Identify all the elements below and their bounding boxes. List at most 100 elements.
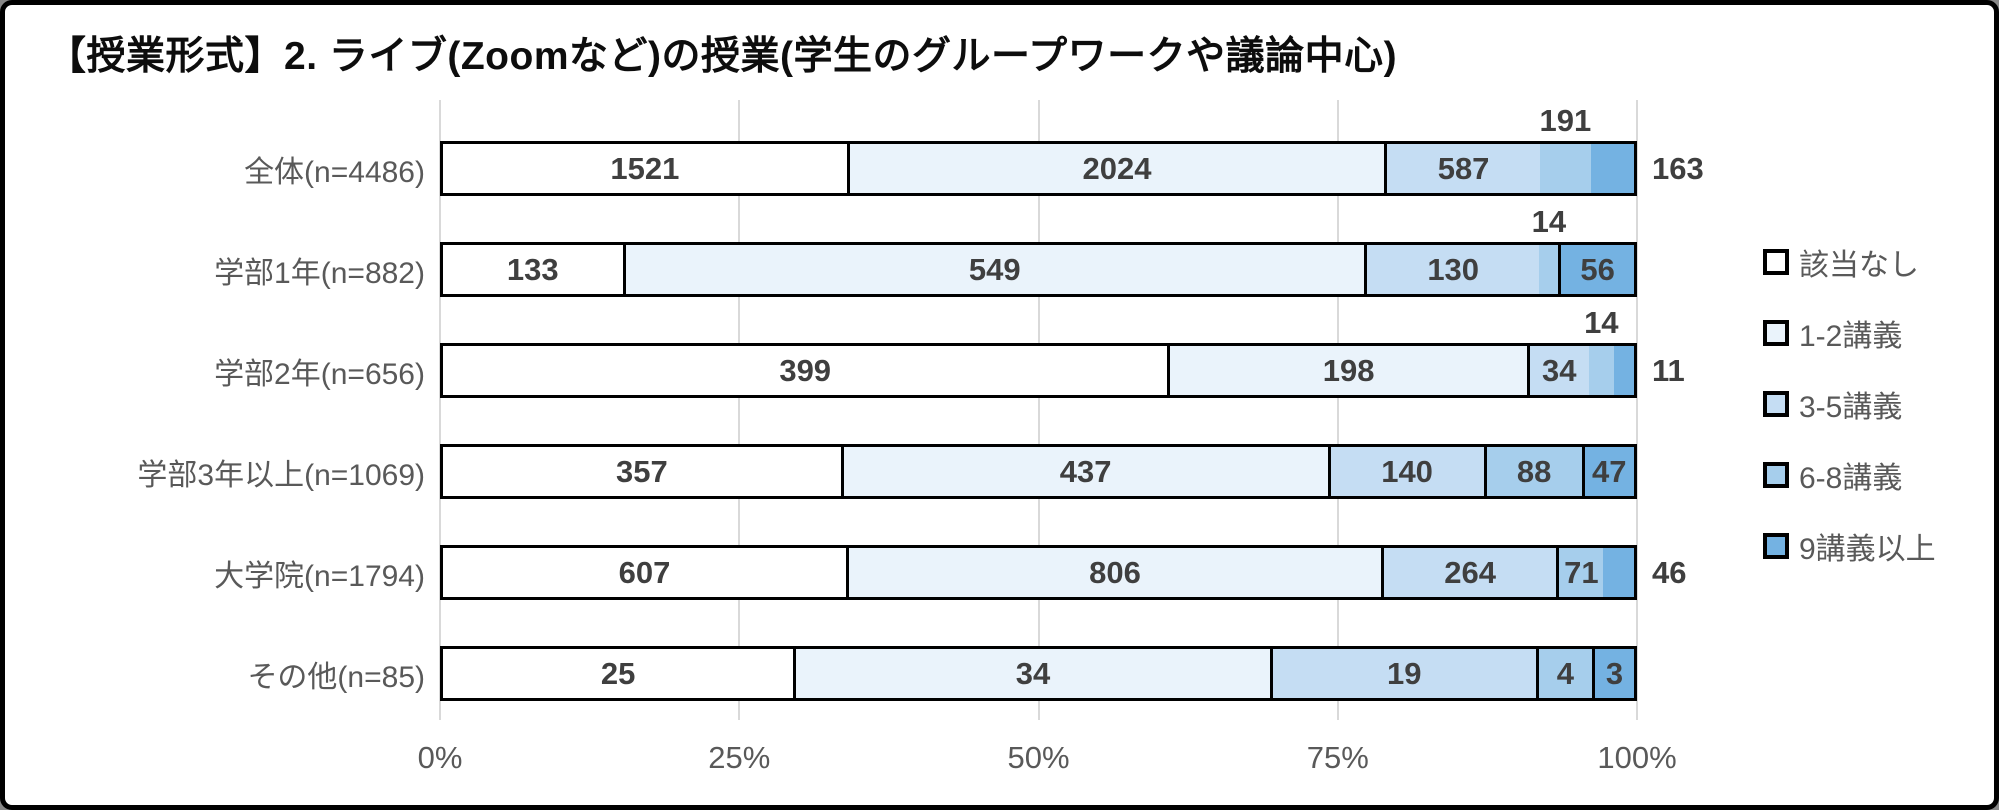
category-label: 学部3年以上(n=1069): [137, 458, 425, 492]
data-label: 587: [1437, 150, 1490, 186]
bar-segment: 34: [1526, 346, 1589, 395]
legend-item: 該当なし: [1763, 245, 1936, 282]
category-label: 学部1年(n=882): [214, 256, 425, 290]
data-label: 11: [1652, 352, 1685, 388]
data-label: 71: [1564, 554, 1599, 590]
data-label: 130: [1427, 251, 1480, 287]
data-label: 4: [1556, 655, 1575, 691]
bar-segment: [1588, 346, 1614, 395]
bar-segment: 1521: [443, 144, 847, 193]
bar-segment: 549: [622, 245, 1364, 294]
category-label: その他(n=85): [247, 660, 425, 694]
bar-segment: 198: [1167, 346, 1527, 395]
bar-segment: 3: [1591, 649, 1634, 698]
legend-swatch: [1763, 462, 1789, 488]
legend-swatch: [1763, 391, 1789, 417]
legend-label: 9講義以上: [1799, 533, 1936, 566]
data-label: 19: [1387, 655, 1422, 691]
category-label: 全体(n=4486): [244, 155, 425, 189]
category-label: 大学院(n=1794): [214, 559, 425, 593]
legend-label: 6-8講義: [1799, 462, 1903, 495]
bar-row: 133 549 130 14 56: [440, 204, 1637, 297]
data-label: 140: [1381, 453, 1433, 489]
chart-title: 【授業形式】2. ライブ(Zoomなど)の授業(学生のグループワークや議論中心): [47, 35, 1398, 78]
bar-segment: 130: [1363, 245, 1540, 294]
legend-label: 1-2講義: [1799, 320, 1903, 353]
legend-item: 9講義以上: [1763, 529, 1936, 566]
bar-segment: 140: [1327, 447, 1484, 496]
data-label: 549: [968, 251, 1021, 287]
bar-segment: 437: [840, 447, 1328, 496]
data-label: 46: [1652, 554, 1687, 590]
bar-row: 357 437 140 88 47: [440, 444, 1637, 499]
x-tick-label: 100%: [1597, 740, 1677, 775]
x-tick-label: 50%: [1007, 740, 1070, 775]
data-label: 14: [1531, 204, 1567, 239]
data-label: 3: [1605, 655, 1624, 691]
bar-segment: 2024: [846, 144, 1385, 193]
data-label: 163: [1652, 150, 1704, 186]
legend-item: 6-8講義: [1763, 458, 1936, 495]
data-label: 198: [1322, 352, 1375, 388]
data-label: 607: [618, 554, 671, 590]
bar-segment: 357: [443, 447, 841, 496]
bar-segment: 806: [845, 548, 1382, 597]
data-label: 88: [1516, 453, 1552, 489]
data-label: 56: [1580, 251, 1615, 287]
legend-label: 該当なし: [1799, 249, 1919, 282]
category-axis: 全体(n=4486) 学部1年(n=882) 学部2年(n=656) 学部3年以上(n…: [25, 100, 425, 720]
data-label: 25: [600, 655, 636, 691]
bar-segment: [1540, 144, 1591, 193]
data-label: 47: [1592, 453, 1627, 489]
bar-segment: 4: [1535, 649, 1592, 698]
data-label: 806: [1089, 554, 1141, 590]
bar-segment: 25: [443, 649, 794, 698]
category-label: 学部2年(n=656): [214, 357, 425, 391]
bar-segment: 47: [1581, 447, 1634, 496]
legend: 該当なし 1-2講義 3-5講義 6-8講義 9講義以上: [1763, 245, 1936, 600]
bar-segment: 133: [443, 245, 623, 294]
bar-segment: 399: [443, 346, 1168, 395]
data-label: 2024: [1082, 150, 1152, 186]
legend-swatch: [1763, 320, 1789, 346]
data-label: 264: [1444, 554, 1497, 590]
gridline: [1037, 100, 1040, 720]
data-label: 399: [779, 352, 832, 388]
bar-segment: 264: [1381, 548, 1557, 597]
data-label: 357: [616, 453, 668, 489]
bar-segment: 34: [793, 649, 1270, 698]
gridline: [1336, 100, 1339, 720]
bar-segment: 56: [1558, 245, 1634, 294]
data-label: 437: [1059, 453, 1112, 489]
bar-segment: 607: [443, 548, 846, 597]
data-label: 191: [1539, 103, 1592, 138]
legend-swatch: [1763, 533, 1789, 559]
data-label: 133: [506, 251, 559, 287]
x-tick-label: 25%: [708, 740, 771, 775]
x-tick-label: 0%: [417, 740, 463, 775]
bar-segment: [1539, 245, 1559, 294]
data-label: 34: [1541, 352, 1577, 388]
bar-row: 25 34 19 4 3: [440, 646, 1637, 701]
bar-segment: 19: [1269, 649, 1536, 698]
bar-row: 607 806 264 71 46: [440, 545, 1686, 600]
plot-area: 1521 2024 587 191 163 133 549 130 14 56 399 198 34 14…: [439, 100, 1704, 720]
bar-row: 399 198 34 14 11: [440, 305, 1685, 398]
x-axis: 0% 25% 50% 75% 100%: [418, 740, 1677, 780]
data-label: 1521: [610, 150, 680, 186]
legend-swatch: [1763, 249, 1789, 275]
data-label: 14: [1584, 305, 1619, 340]
gridline: [1636, 100, 1638, 720]
bar-segment: 88: [1483, 447, 1582, 496]
legend-label: 3-5講義: [1799, 391, 1903, 424]
bar-row: 1521 2024 587 191 163: [440, 103, 1704, 196]
bar-segment: 587: [1384, 144, 1540, 193]
x-tick-label: 75%: [1306, 740, 1369, 775]
bar-segment: [1590, 144, 1634, 193]
bar-segment: [1613, 346, 1634, 395]
data-label: 34: [1015, 655, 1051, 691]
gridline: [738, 100, 741, 720]
bar-segment: [1603, 548, 1634, 597]
bar-segment: 71: [1556, 548, 1604, 597]
